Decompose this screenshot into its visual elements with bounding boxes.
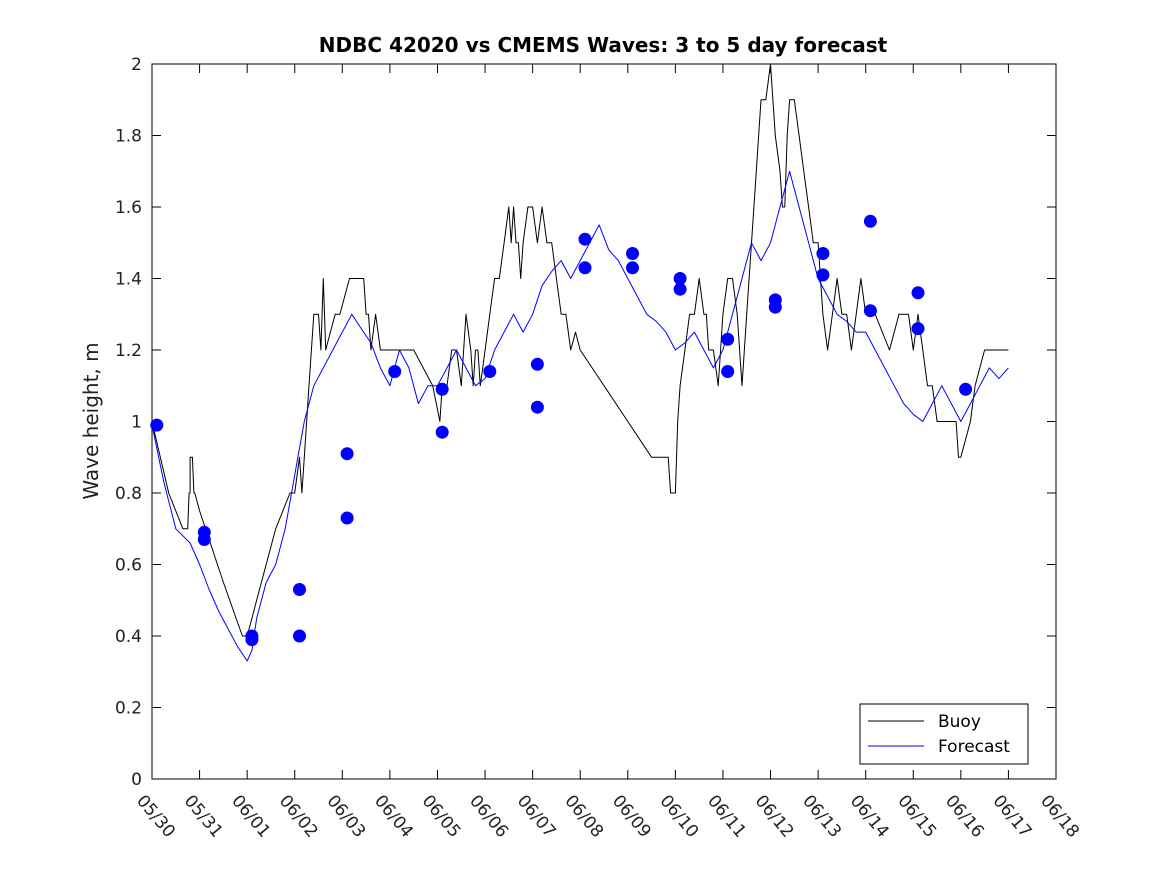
x-tick-label: 06/02	[275, 791, 322, 841]
x-tick-label: 06/01	[227, 791, 274, 841]
y-tick-label: 1.6	[115, 198, 142, 218]
forecast-marker	[578, 232, 592, 246]
forecast-marker	[435, 382, 449, 396]
forecast-marker	[959, 382, 973, 396]
forecast-marker	[816, 268, 830, 282]
x-tick-label: 06/15	[893, 791, 940, 841]
x-tick-label: 06/17	[989, 791, 1036, 841]
forecast-marker	[673, 282, 687, 296]
forecast-marker	[388, 365, 402, 378]
x-tick-label: 06/18	[1036, 791, 1083, 841]
series-line-forecast	[151, 170, 1009, 662]
y-tick-label: 0.2	[115, 699, 142, 719]
plot-area	[151, 63, 1057, 780]
forecast-marker	[721, 365, 735, 378]
forecast-marker	[197, 533, 211, 546]
forecast-marker	[435, 425, 449, 439]
forecast-marker	[340, 511, 354, 525]
x-tick-label: 06/07	[513, 791, 560, 841]
y-tick-label: 0.4	[115, 627, 142, 647]
forecast-marker	[530, 400, 544, 414]
forecast-marker	[721, 332, 735, 346]
forecast-marker	[578, 261, 592, 275]
forecast-marker	[863, 304, 877, 318]
forecast-marker	[816, 247, 830, 260]
y-tick-label: 1.2	[115, 341, 142, 361]
legend: Buoy Forecast	[859, 703, 1029, 765]
x-tick-label: 06/09	[608, 791, 655, 841]
x-tick-label: 05/30	[132, 791, 179, 841]
forecast-marker	[911, 286, 925, 300]
x-tick-label: 06/14	[846, 791, 893, 841]
y-axis-label: Wave height, m	[79, 342, 103, 499]
x-tick-label: 06/16	[941, 791, 988, 841]
x-tick-label: 06/05	[418, 791, 465, 841]
x-tick-label: 05/31	[180, 791, 227, 841]
y-axis: 0 0.2 0.4 0.6 0.8 1 1.2 1.4 1.6 1.8 2	[115, 55, 1056, 790]
marker-layer	[150, 214, 973, 647]
forecast-marker	[340, 447, 354, 461]
forecast-marker	[150, 418, 164, 432]
legend-label-forecast: Forecast	[938, 737, 1010, 757]
forecast-marker	[483, 365, 497, 378]
forecast-marker	[293, 583, 306, 596]
x-tick-label: 06/11	[703, 791, 750, 841]
y-tick-label: 0.6	[115, 556, 142, 576]
y-tick-label: 0	[131, 770, 142, 790]
forecast-marker	[673, 272, 687, 285]
forecast-marker	[911, 322, 925, 336]
forecast-marker	[768, 300, 782, 314]
x-tick-label: 06/04	[370, 791, 417, 841]
x-tick-label: 06/10	[656, 791, 703, 841]
forecast-marker	[530, 357, 544, 371]
y-tick-label: 1	[131, 413, 142, 433]
forecast-marker	[245, 633, 259, 647]
y-tick-label: 1.4	[115, 270, 142, 290]
y-tick-label: 0.8	[115, 484, 142, 504]
y-tick-label: 2	[131, 55, 142, 75]
x-tick-label: 06/12	[751, 791, 798, 841]
x-tick-label: 06/06	[465, 791, 512, 841]
forecast-marker	[626, 261, 639, 275]
x-tick-label: 06/13	[798, 791, 845, 841]
x-tick-label: 06/08	[560, 791, 607, 841]
chart-title: NDBC 42020 vs CMEMS Waves: 3 to 5 day fo…	[319, 33, 888, 57]
legend-box	[859, 703, 1029, 765]
y-tick-label: 1.8	[115, 127, 142, 147]
x-tick-label: 06/03	[322, 791, 369, 841]
forecast-marker	[293, 629, 306, 643]
forecast-marker	[626, 247, 639, 260]
legend-label-buoy: Buoy	[938, 712, 981, 732]
forecast-marker	[863, 214, 877, 228]
